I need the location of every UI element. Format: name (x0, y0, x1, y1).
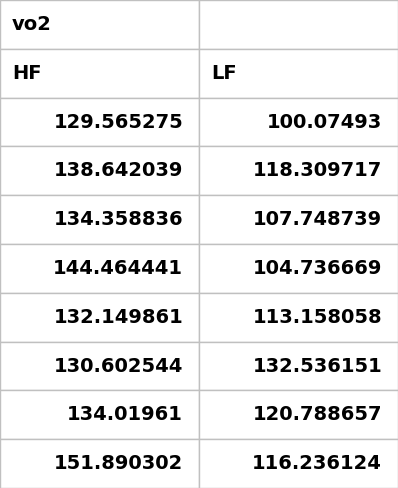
Bar (0, 293, 199, 342)
Bar (0, 98, 199, 146)
Text: 118.309717: 118.309717 (253, 162, 382, 180)
Bar (199, 146, 398, 195)
Bar (199, 98, 398, 146)
Bar (199, 244, 398, 293)
Bar (0, 439, 199, 488)
Text: 151.890302: 151.890302 (54, 454, 183, 473)
Bar (0, 0, 199, 49)
Text: 107.748739: 107.748739 (253, 210, 382, 229)
Text: 116.236124: 116.236124 (252, 454, 382, 473)
Bar (199, 195, 398, 244)
Bar (0, 195, 199, 244)
Text: 130.602544: 130.602544 (54, 357, 183, 375)
Text: 104.736669: 104.736669 (253, 259, 382, 278)
Bar (0, 146, 199, 195)
Bar (199, 293, 398, 342)
Text: HF: HF (12, 64, 41, 82)
Text: 134.358836: 134.358836 (53, 210, 183, 229)
Bar (199, 342, 398, 390)
Text: 132.149861: 132.149861 (53, 308, 183, 326)
Bar (0, 342, 199, 390)
Bar (199, 390, 398, 439)
Text: 144.464441: 144.464441 (53, 259, 183, 278)
Bar (199, 49, 398, 98)
Text: 134.01961: 134.01961 (67, 406, 183, 424)
Text: 120.788657: 120.788657 (253, 406, 382, 424)
Text: 113.158058: 113.158058 (252, 308, 382, 326)
Bar (199, 439, 398, 488)
Text: 100.07493: 100.07493 (267, 113, 382, 131)
Text: LF: LF (211, 64, 236, 82)
Text: 138.642039: 138.642039 (54, 162, 183, 180)
Bar (199, 0, 398, 49)
Text: 129.565275: 129.565275 (53, 113, 183, 131)
Bar (0, 390, 199, 439)
Text: vo2: vo2 (12, 15, 52, 34)
Bar (0, 49, 199, 98)
Text: 132.536151: 132.536151 (252, 357, 382, 375)
Bar (0, 244, 199, 293)
